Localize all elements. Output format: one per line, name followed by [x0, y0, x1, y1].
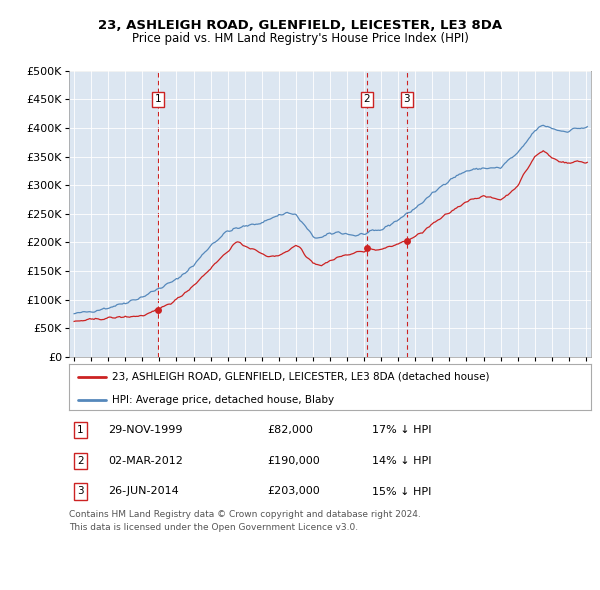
Text: Contains HM Land Registry data © Crown copyright and database right 2024.: Contains HM Land Registry data © Crown c…	[69, 510, 421, 519]
Text: HPI: Average price, detached house, Blaby: HPI: Average price, detached house, Blab…	[112, 395, 334, 405]
Text: 29-NOV-1999: 29-NOV-1999	[108, 425, 182, 435]
Text: £190,000: £190,000	[268, 456, 320, 466]
Text: 2: 2	[77, 456, 84, 466]
Text: 02-MAR-2012: 02-MAR-2012	[108, 456, 183, 466]
Text: 3: 3	[77, 487, 84, 496]
Text: 2: 2	[364, 94, 370, 104]
Text: 23, ASHLEIGH ROAD, GLENFIELD, LEICESTER, LE3 8DA (detached house): 23, ASHLEIGH ROAD, GLENFIELD, LEICESTER,…	[112, 372, 490, 382]
Text: This data is licensed under the Open Government Licence v3.0.: This data is licensed under the Open Gov…	[69, 523, 358, 532]
Text: 15% ↓ HPI: 15% ↓ HPI	[372, 487, 431, 496]
Text: 23, ASHLEIGH ROAD, GLENFIELD, LEICESTER, LE3 8DA: 23, ASHLEIGH ROAD, GLENFIELD, LEICESTER,…	[98, 19, 502, 32]
Text: Price paid vs. HM Land Registry's House Price Index (HPI): Price paid vs. HM Land Registry's House …	[131, 32, 469, 45]
Text: 17% ↓ HPI: 17% ↓ HPI	[372, 425, 431, 435]
Text: 3: 3	[403, 94, 410, 104]
Text: 1: 1	[77, 425, 84, 435]
Text: £82,000: £82,000	[268, 425, 313, 435]
Text: 1: 1	[155, 94, 161, 104]
Text: 26-JUN-2014: 26-JUN-2014	[108, 487, 179, 496]
Text: £203,000: £203,000	[268, 487, 320, 496]
Text: 14% ↓ HPI: 14% ↓ HPI	[372, 456, 431, 466]
